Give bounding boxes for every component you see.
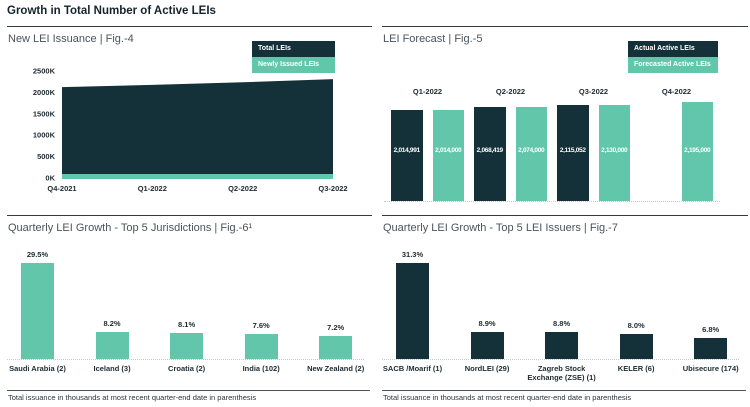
category-label-croatia-2: Croatia (2) bbox=[168, 364, 206, 373]
panel-new-lei-issuance: New LEI Issuance | Fig.-4 Total LEIs New… bbox=[7, 26, 372, 215]
bar-value-india-102: 7.6% bbox=[252, 321, 270, 331]
category-label-q4-2022: Q4-2022 bbox=[661, 87, 692, 96]
bar-value-sacb-moarif-1: 31.3% bbox=[401, 250, 424, 259]
bar-ubisecure-174 bbox=[694, 338, 728, 359]
page-title: Growth in Total Number of Active LEIs bbox=[7, 5, 216, 17]
bar-forecasted-active-leis-q4-2022 bbox=[681, 101, 713, 201]
bar-value-forecasted-active-leis-q4-2022: 2,195,000 bbox=[684, 147, 711, 154]
category-label-q3-2022: Q3-2022 bbox=[578, 87, 609, 96]
panel-top5-jurisdictions: Quarterly LEI Growth - Top 5 Jurisdictio… bbox=[7, 215, 372, 407]
category-label-ubisecure-174: Ubisecure (174) bbox=[682, 364, 739, 373]
bar-chart-lei-forecast: Q1-2022 2,014,991 2,014,000 Q2-2022 2,068,41… bbox=[382, 27, 748, 215]
chart-title-fig6: Quarterly LEI Growth - Top 5 Jurisdictio… bbox=[8, 222, 253, 234]
charts-grid: New LEI Issuance | Fig.-4 Total LEIs New… bbox=[0, 26, 750, 407]
y-tick-2000k: 2000K bbox=[33, 88, 56, 97]
bar-forecasted-active-leis-q3-2022 bbox=[598, 104, 630, 201]
footer-divider bbox=[382, 390, 746, 391]
axis-baseline bbox=[384, 200, 720, 202]
y-tick-0k: 0K bbox=[45, 174, 55, 183]
bar-value-saudi-arabia-2: 29.5% bbox=[26, 250, 49, 259]
bar-forecasted-active-leis-q2-2022 bbox=[515, 107, 547, 201]
bar-forecasted-active-leis-q1-2022 bbox=[432, 109, 464, 201]
legend-fig5: Actual Active LEIs Forecasted Active LEI… bbox=[628, 41, 718, 73]
category-label-india-102: India (102) bbox=[242, 364, 280, 373]
category-label-iceland-3: Iceland (3) bbox=[93, 364, 131, 373]
category-label-saudi-arabia-2: Saudi Arabia (2) bbox=[9, 364, 66, 373]
area-series-total-leis bbox=[62, 79, 333, 178]
category-label-sacb-moarif-1: SACB /Moarif (1) bbox=[382, 364, 443, 373]
category-label-nordlei-29: NordLEI (29) bbox=[464, 364, 510, 373]
bar-value-iceland-3: 8.2% bbox=[103, 319, 121, 329]
bar-sacb-moarif-1 bbox=[396, 263, 429, 359]
bar-croatia-2 bbox=[170, 332, 204, 359]
bar-zagreb-stock-exchange-zse-1 bbox=[545, 332, 579, 359]
bar-new-zealand-2 bbox=[319, 335, 353, 359]
bar-value-forecasted-active-leis-q3-2022: 2,130,000 bbox=[601, 147, 628, 154]
legend-item-actual-active-leis: Actual Active LEIs bbox=[628, 41, 718, 57]
panel-top5-lei-issuers: Quarterly LEI Growth - Top 5 LEI Issuers… bbox=[382, 215, 748, 407]
bar-value-actual-active-leis-q3-2022: 2,115,052 bbox=[559, 147, 586, 154]
category-label-q1-2022: Q1-2022 bbox=[412, 87, 443, 96]
legend-item-forecasted-active-leis: Forecasted Active LEIs bbox=[628, 57, 718, 73]
category-label-zagreb-stock-exchange-zse-1: Zagreb Stock Exchange (ZSE) (1) bbox=[527, 364, 596, 383]
category-label-q2-2022: Q2-2022 bbox=[495, 87, 526, 96]
panel-lei-forecast: LEI Forecast | Fig.-5 Actual Active LEIs… bbox=[382, 26, 748, 215]
bar-nordlei-29 bbox=[470, 331, 504, 359]
chart-title-fig4: New LEI Issuance | Fig.-4 bbox=[8, 33, 134, 45]
area-series-newly-issued-leis bbox=[62, 174, 333, 179]
axis-baseline bbox=[382, 358, 739, 360]
y-tick-1000k: 1000K bbox=[33, 131, 56, 140]
x-tick-q2-2022: Q2-2022 bbox=[228, 184, 257, 193]
bar-actual-active-leis-q3-2022 bbox=[557, 105, 589, 201]
legend-item-total-leis: Total LEIs bbox=[252, 41, 335, 57]
bar-actual-active-leis-q1-2022 bbox=[391, 109, 423, 201]
bar-value-keler-6: 8.0% bbox=[627, 321, 645, 331]
chart-title-fig5: LEI Forecast | Fig.-5 bbox=[383, 33, 483, 45]
category-label-keler-6: KELER (6) bbox=[617, 364, 655, 373]
footer-divider bbox=[7, 390, 370, 391]
chart-title-fig7: Quarterly LEI Growth - Top 5 LEI Issuers… bbox=[383, 222, 618, 234]
x-tick-q1-2022: Q1-2022 bbox=[138, 184, 167, 193]
bar-keler-6 bbox=[619, 334, 653, 359]
axis-baseline bbox=[7, 358, 364, 360]
bar-saudi-arabia-2 bbox=[21, 263, 54, 359]
bar-value-actual-active-leis-q1-2022: 2,014,991 bbox=[393, 147, 421, 154]
y-tick-500k: 500K bbox=[37, 152, 56, 161]
bar-value-new-zealand-2: 7.2% bbox=[327, 322, 345, 332]
bar-value-actual-active-leis-q2-2022: 2,068,419 bbox=[476, 147, 504, 154]
footnote-fig6: Total issuance in thousands at most rece… bbox=[8, 393, 257, 402]
category-label-new-zealand-2: New Zealand (2) bbox=[307, 364, 365, 373]
bar-value-nordlei-29: 8.9% bbox=[478, 318, 496, 328]
legend-item-newly-issued-leis: Newly Issued LEIs bbox=[252, 57, 335, 73]
bar-chart-top5-lei-issuers: 31.3% SACB /Moarif (1) 8.9% NordLEI (29) 8.8… bbox=[382, 216, 748, 407]
area-chart-new-lei-issuance: 0K 500K 1000K 1500K 2000K 2500K Q4-2021 Q1-2022… bbox=[33, 67, 348, 194]
footnote-fig7: Total issuance in thousands at most rece… bbox=[383, 393, 632, 402]
bar-value-forecasted-active-leis-q1-2022: 2,014,000 bbox=[435, 147, 462, 154]
bar-value-ubisecure-174: 6.8% bbox=[702, 325, 720, 335]
x-tick-q3-2022: Q3-2022 bbox=[318, 184, 347, 193]
x-tick-q4-2021: Q4-2021 bbox=[47, 184, 76, 193]
bar-chart-top5-jurisdictions: 29.5% Saudi Arabia (2) 8.2% Iceland (3) 8.1%… bbox=[7, 216, 372, 407]
bar-value-zagreb-stock-exchange-zse-1: 8.8% bbox=[553, 319, 571, 328]
bar-actual-active-leis-q2-2022 bbox=[474, 107, 506, 201]
y-tick-2500k: 2500K bbox=[33, 67, 56, 76]
legend-fig4: Total LEIs Newly Issued LEIs bbox=[252, 41, 335, 73]
bar-value-croatia-2: 8.1% bbox=[178, 319, 196, 329]
bar-india-102 bbox=[244, 334, 278, 359]
y-tick-1500k: 1500K bbox=[33, 109, 56, 118]
bar-iceland-3 bbox=[95, 332, 129, 359]
bar-value-forecasted-active-leis-q2-2022: 2,074,000 bbox=[518, 147, 545, 154]
